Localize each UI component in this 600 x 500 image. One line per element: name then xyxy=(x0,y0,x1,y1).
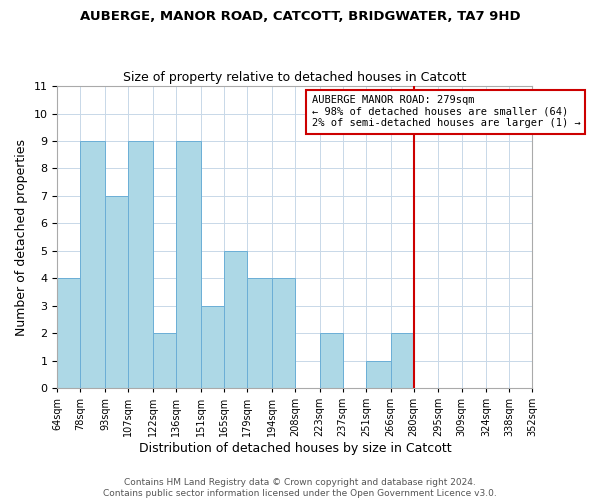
Bar xyxy=(80,141,105,388)
Bar xyxy=(57,278,80,388)
Bar xyxy=(272,278,295,388)
Bar xyxy=(320,333,343,388)
Bar xyxy=(391,333,413,388)
Bar xyxy=(247,278,272,388)
Bar xyxy=(128,141,153,388)
X-axis label: Distribution of detached houses by size in Catcott: Distribution of detached houses by size … xyxy=(139,442,451,455)
Text: Contains HM Land Registry data © Crown copyright and database right 2024.
Contai: Contains HM Land Registry data © Crown c… xyxy=(103,478,497,498)
Bar xyxy=(366,360,391,388)
Bar xyxy=(153,333,176,388)
Bar xyxy=(105,196,128,388)
Text: AUBERGE, MANOR ROAD, CATCOTT, BRIDGWATER, TA7 9HD: AUBERGE, MANOR ROAD, CATCOTT, BRIDGWATER… xyxy=(80,10,520,23)
Bar xyxy=(224,251,247,388)
Bar xyxy=(176,141,201,388)
Bar xyxy=(201,306,224,388)
Y-axis label: Number of detached properties: Number of detached properties xyxy=(15,138,28,336)
Title: Size of property relative to detached houses in Catcott: Size of property relative to detached ho… xyxy=(123,70,467,84)
Text: AUBERGE MANOR ROAD: 279sqm
← 98% of detached houses are smaller (64)
2% of semi-: AUBERGE MANOR ROAD: 279sqm ← 98% of deta… xyxy=(311,95,580,128)
